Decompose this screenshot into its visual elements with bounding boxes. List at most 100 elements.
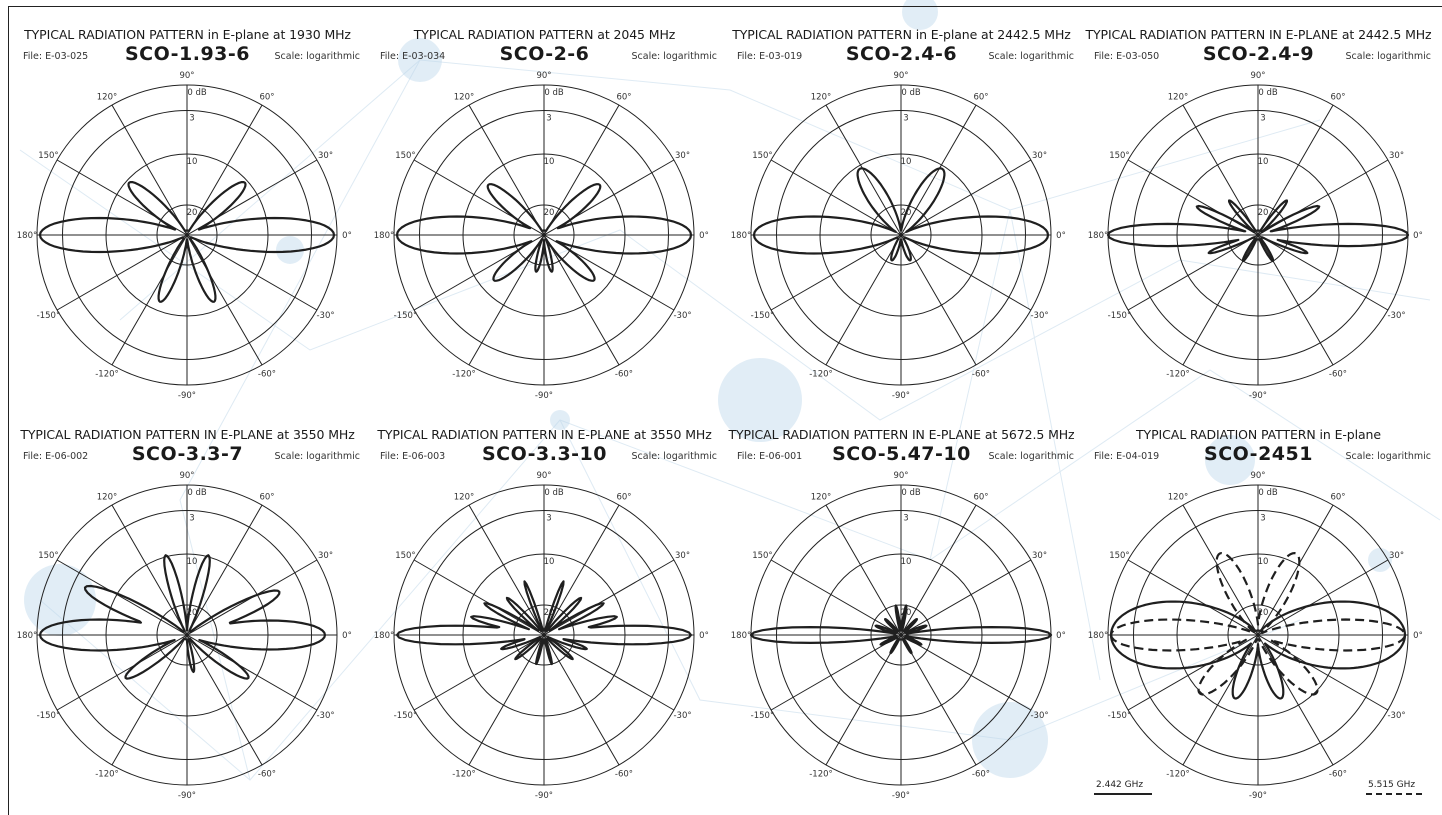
angle-tick-label: -150° <box>1108 311 1132 321</box>
grid-spoke <box>1127 559 1389 711</box>
angle-tick-label: -120° <box>452 770 476 780</box>
angle-tick-label: 0° <box>1413 631 1423 641</box>
angle-tick-label: -30° <box>316 711 334 721</box>
file-label: File: E-06-003 <box>380 451 446 462</box>
angle-tick-label: 120° <box>811 492 831 502</box>
grid-spoke <box>56 159 318 311</box>
angle-tick-label: -150° <box>37 711 61 721</box>
angle-tick-label: 150° <box>752 151 772 161</box>
angle-tick-label: -60° <box>615 370 633 380</box>
ring-tick-label: 3 <box>546 114 551 124</box>
angle-tick-label: -60° <box>972 770 990 780</box>
scale-label: Scale: logarithmic <box>631 451 718 462</box>
chart-title: TYPICAL RADIATION PATTERN at 2045 MHz <box>413 27 676 42</box>
chart-title: TYPICAL RADIATION PATTERN IN E-PLANE at … <box>1085 27 1432 42</box>
grid-spoke <box>1127 159 1389 311</box>
angle-tick-label: -120° <box>95 770 119 780</box>
ring-tick-label: 0 dB <box>1258 88 1278 98</box>
angle-tick-label: 90° <box>179 471 194 481</box>
angle-tick-label: -30° <box>1030 311 1048 321</box>
scale-label: Scale: logarithmic <box>988 451 1075 462</box>
polar-plot: 0° 30° 60° 90° 120° 150° 180° -150° -120° -90° -60… <box>374 71 709 401</box>
angle-tick-label: -60° <box>258 770 276 780</box>
angle-tick-label: -90° <box>178 391 196 401</box>
ring-tick-label: 3 <box>903 114 908 124</box>
ring-tick-label: 10 <box>1258 157 1269 167</box>
angle-tick-label: 0° <box>699 231 709 241</box>
angle-tick-label: -30° <box>1030 711 1048 721</box>
file-label: File: E-03-019 <box>737 51 803 62</box>
angle-tick-label: 60° <box>973 492 988 502</box>
angle-tick-label: 30° <box>675 551 690 561</box>
chart-grid: TYPICAL RADIATION PATTERN in E-plane at … <box>8 6 1442 815</box>
angle-tick-label: -30° <box>673 311 691 321</box>
angle-tick-label: 0° <box>1056 231 1066 241</box>
angle-tick-label: 120° <box>811 92 831 102</box>
angle-tick-label: 180° <box>17 631 37 641</box>
angle-tick-label: 60° <box>616 92 631 102</box>
legend-swatch-solid <box>1094 793 1152 795</box>
angle-tick-label: 120° <box>1168 492 1188 502</box>
angle-tick-label: -30° <box>1387 711 1405 721</box>
chart-panel-3: TYPICAL RADIATION PATTERN in E-plane at … <box>723 7 1080 407</box>
angle-tick-label: -150° <box>1108 711 1132 721</box>
grid-spoke <box>56 559 318 711</box>
ring-tick-label: 10 <box>901 557 912 567</box>
angle-tick-label: 0° <box>342 631 352 641</box>
file-label: File: E-06-002 <box>23 451 89 462</box>
ring-tick-label: 0 dB <box>544 488 564 498</box>
angle-tick-label: 60° <box>973 92 988 102</box>
angle-tick-label: 90° <box>1250 471 1265 481</box>
chart-title: TYPICAL RADIATION PATTERN IN E-PLANE at … <box>377 427 712 442</box>
angle-tick-label: -150° <box>751 311 775 321</box>
angle-tick-label: -60° <box>1329 370 1347 380</box>
grid-spoke <box>770 159 1032 311</box>
chart-title: TYPICAL RADIATION PATTERN IN E-PLANE at … <box>20 427 355 442</box>
angle-tick-label: 0° <box>699 631 709 641</box>
model-name: SCO-2.4-9 <box>1202 43 1315 65</box>
angle-tick-label: 150° <box>1109 551 1129 561</box>
angle-tick-label: -150° <box>37 311 61 321</box>
angle-tick-label: 150° <box>38 551 58 561</box>
angle-tick-label: 90° <box>893 471 908 481</box>
angle-tick-label: 150° <box>1109 151 1129 161</box>
ring-tick-label: 20 <box>544 208 555 218</box>
angle-tick-label: -150° <box>394 711 418 721</box>
ring-tick-label: 3 <box>903 514 908 524</box>
angle-tick-label: 30° <box>675 151 690 161</box>
angle-tick-label: 30° <box>1389 551 1404 561</box>
angle-tick-label: 120° <box>97 92 117 102</box>
angle-tick-label: -90° <box>892 791 910 801</box>
angle-tick-label: 180° <box>374 631 394 641</box>
angle-tick-label: -150° <box>394 311 418 321</box>
angle-tick-label: 180° <box>17 231 37 241</box>
angle-tick-label: -30° <box>316 311 334 321</box>
angle-tick-label: 30° <box>1032 551 1047 561</box>
chart-title: TYPICAL RADIATION PATTERN in E-plane <box>1136 427 1381 442</box>
chart-panel-6: TYPICAL RADIATION PATTERN IN E-PLANE at … <box>366 407 723 807</box>
angle-tick-label: 150° <box>395 151 415 161</box>
angle-tick-label: 0° <box>1413 231 1423 241</box>
chart-panel-1: TYPICAL RADIATION PATTERN in E-plane at … <box>9 7 366 407</box>
ring-tick-label: 0 dB <box>901 88 921 98</box>
ring-tick-label: 3 <box>189 514 194 524</box>
angle-tick-label: 150° <box>752 551 772 561</box>
scale-label: Scale: logarithmic <box>274 51 361 62</box>
file-label: File: E-03-034 <box>380 51 446 62</box>
file-label: File: E-03-050 <box>1094 51 1160 62</box>
ring-tick-label: 10 <box>187 557 198 567</box>
angle-tick-label: -120° <box>95 370 119 380</box>
polar-plot: 0° 30° 60° 90° 120° 150° 180° -150° -120° -90° -60… <box>17 471 352 801</box>
radiation-pattern-solid <box>752 167 1050 262</box>
radiation-pattern-solid <box>395 183 693 282</box>
legend-label-dashed: 5.515 GHz <box>1368 780 1416 790</box>
model-name: SCO-3.3-7 <box>131 443 244 465</box>
angle-tick-label: -90° <box>535 791 553 801</box>
ring-tick-label: 0 dB <box>544 88 564 98</box>
legend-label-solid: 2.442 GHz <box>1096 780 1144 790</box>
ring-tick-label: 0 dB <box>187 488 207 498</box>
polar-plot: 0° 30° 60° 90° 120° 150° 180° -150° -120° -90° -60… <box>731 471 1066 801</box>
angle-tick-label: 150° <box>38 151 58 161</box>
angle-tick-label: -60° <box>972 370 990 380</box>
